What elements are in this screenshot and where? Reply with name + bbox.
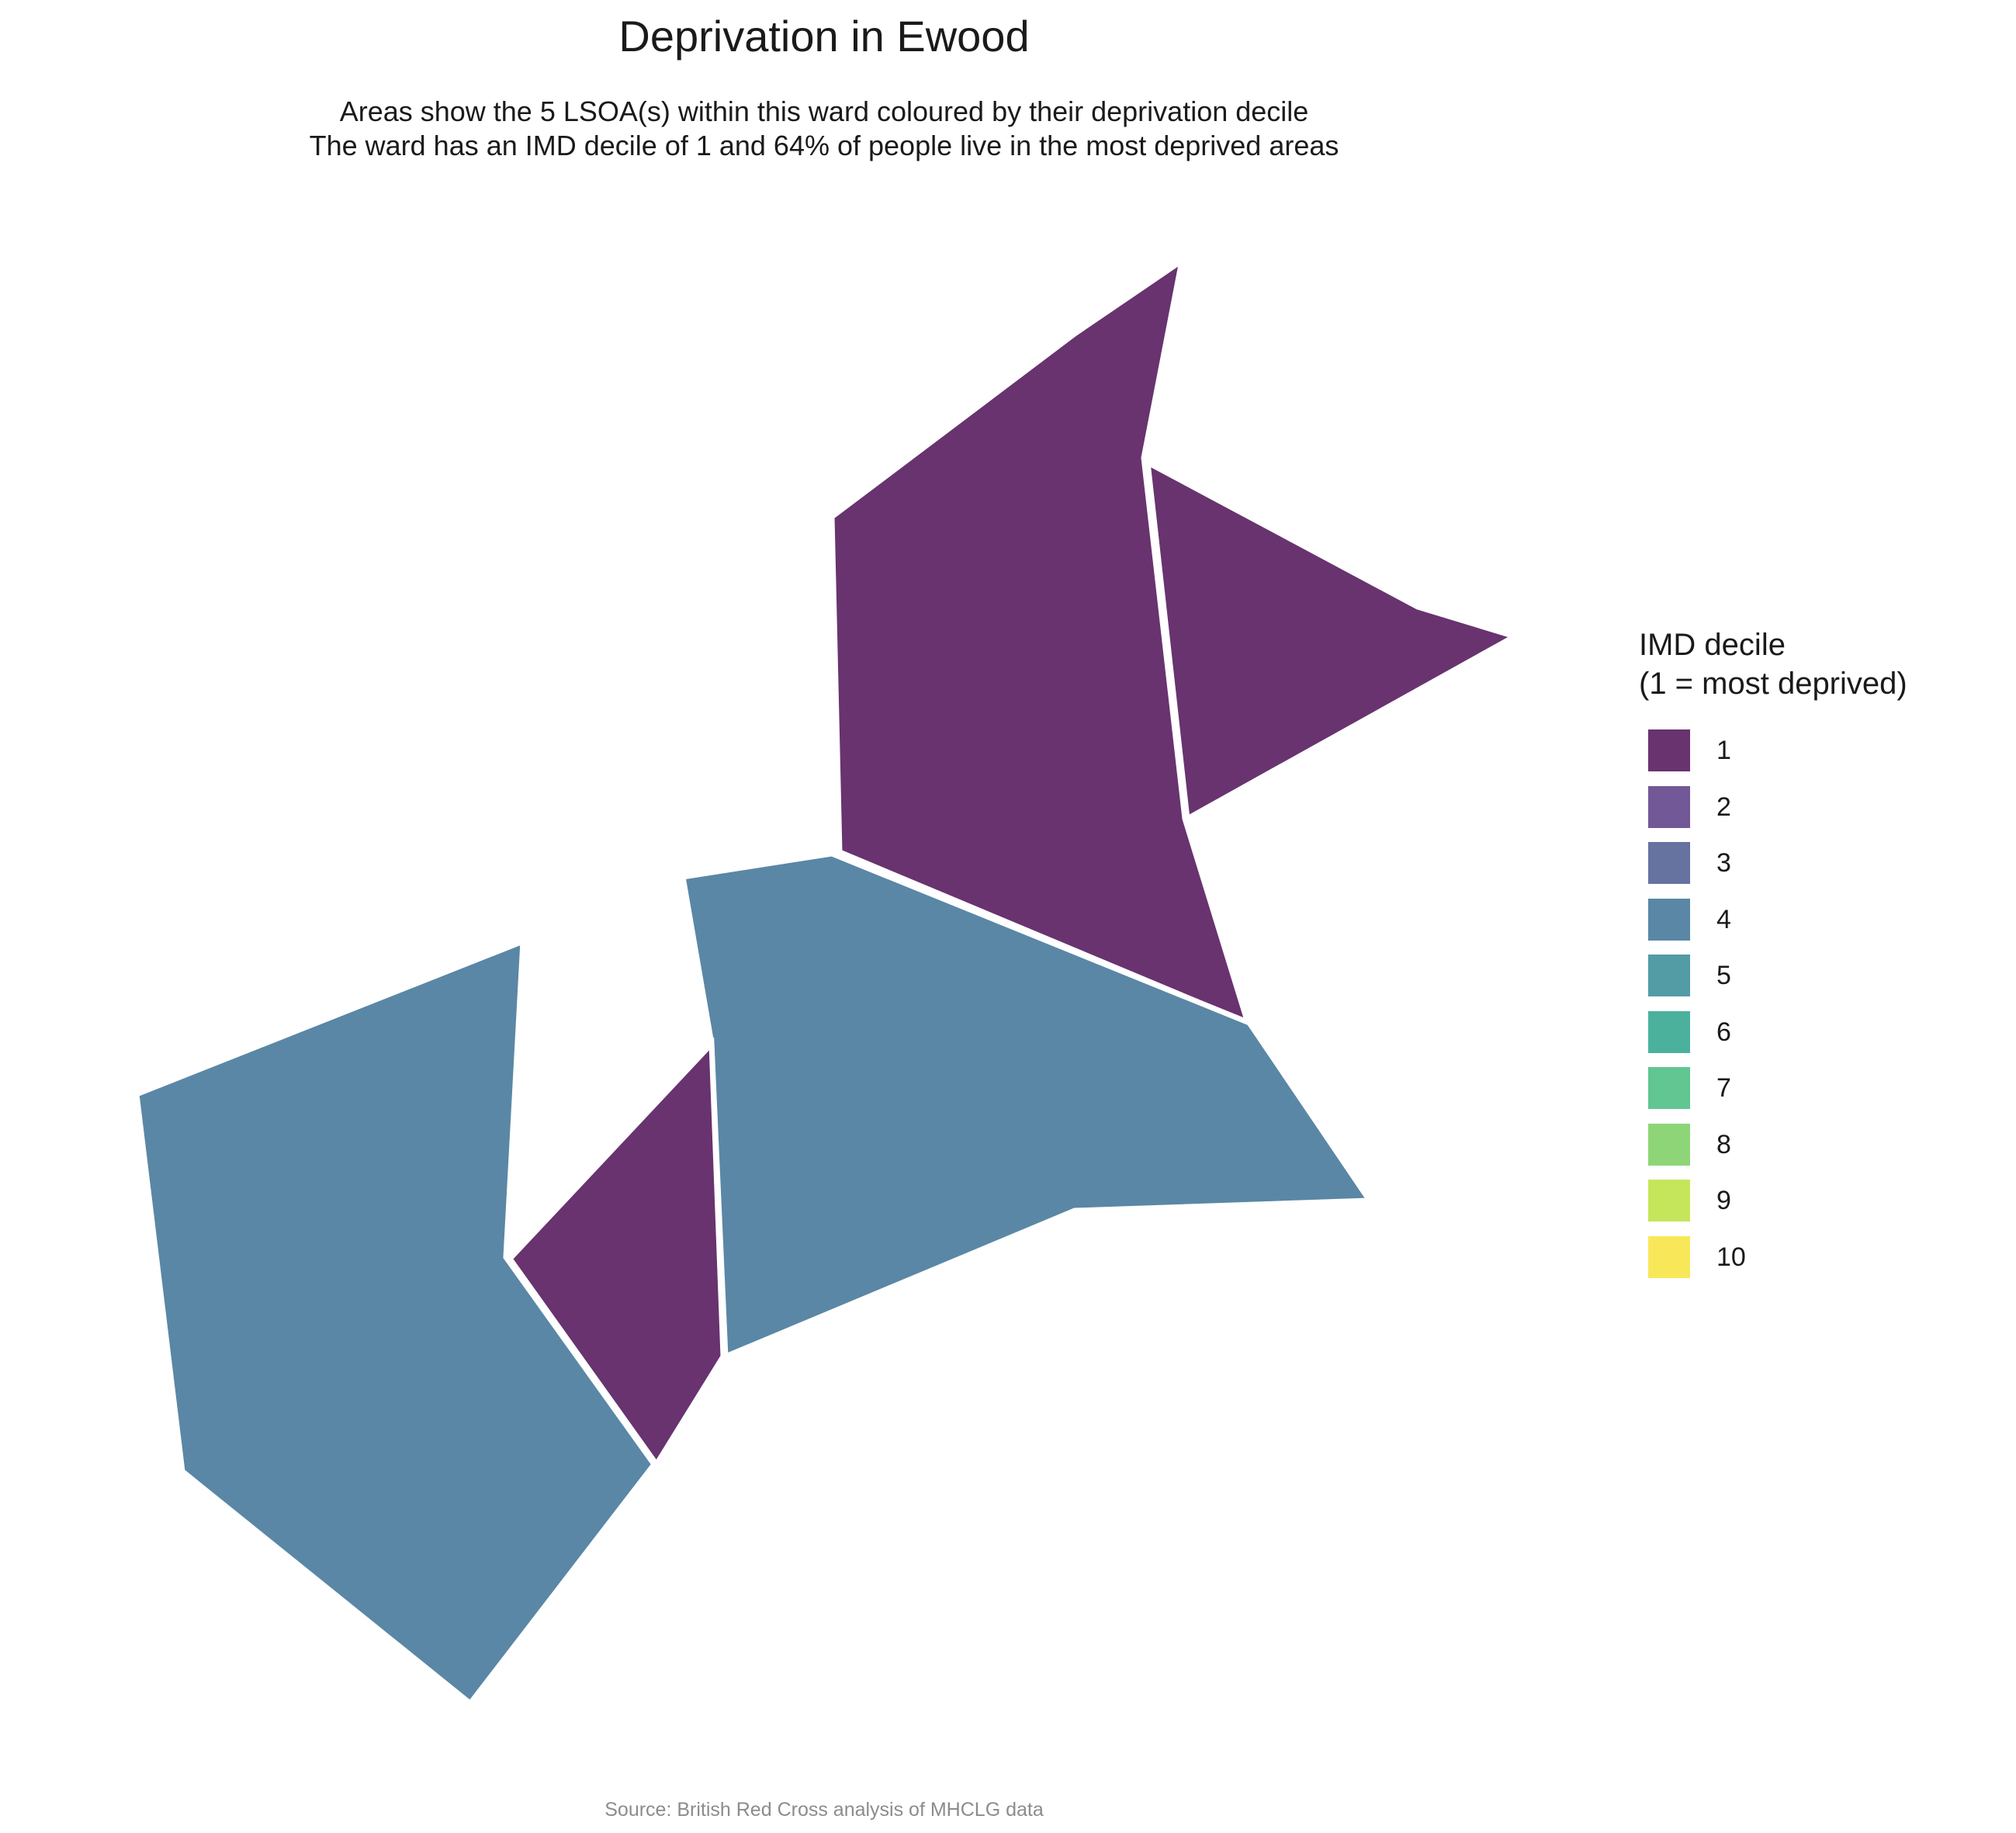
legend-swatch [1648,729,1690,771]
legend-swatch [1648,898,1690,941]
legend-label: 8 [1716,1129,1731,1159]
chart-subtitle-line-2: The ward has an IMD decile of 1 and 64% … [309,130,1339,161]
legend-label: 1 [1716,736,1731,765]
lsoa-area-south-central [506,1037,726,1470]
legend-item-6: 6 [1639,1010,1996,1068]
legend-label: 10 [1716,1242,1746,1272]
legend-item-9: 9 [1639,1180,1996,1236]
legend-swatch [1648,1010,1690,1053]
legend-label: 5 [1716,961,1731,990]
legend-swatch [1648,1180,1690,1221]
legend-title-line-2: (1 = most deprived) [1639,667,1907,701]
legend-swatch [1648,842,1690,884]
legend-swatch [1648,1123,1690,1166]
legend-label: 6 [1716,1017,1731,1047]
legend-swatch [1648,1235,1690,1278]
legend-label: 3 [1716,848,1731,878]
legend-swatch [1648,785,1690,828]
legend: IMD decile (1 = most deprived) 1 2 3 4 5… [1639,625,1996,1292]
legend-item-4: 4 [1639,898,1996,955]
legend-item-7: 7 [1639,1067,1996,1124]
legend-item-10: 10 [1639,1235,1996,1293]
chart-title: Deprivation in Ewood [618,12,1030,61]
legend-label: 9 [1716,1186,1731,1215]
legend-title-line-1: IMD decile [1639,628,1786,662]
legend-label: 2 [1716,792,1731,822]
source-caption: Source: British Red Cross analysis of MH… [604,1799,1044,1821]
lsoa-area-north-east [1144,457,1522,823]
legend-item-5: 5 [1639,955,1996,1011]
chart-subtitle-line-1: Areas show the 5 LSOA(s) within this war… [339,95,1309,127]
legend-swatch [1648,1067,1690,1109]
legend-swatch [1648,955,1690,996]
legend-item-1: 1 [1639,729,1996,786]
legend-item-3: 3 [1639,842,1996,899]
legend-items: 1 2 3 4 5 6 7 8 [1639,729,1996,1292]
legend-label: 7 [1716,1073,1731,1103]
legend-item-8: 8 [1639,1123,1996,1180]
legend-item-2: 2 [1639,785,1996,843]
legend-label: 4 [1716,904,1731,934]
